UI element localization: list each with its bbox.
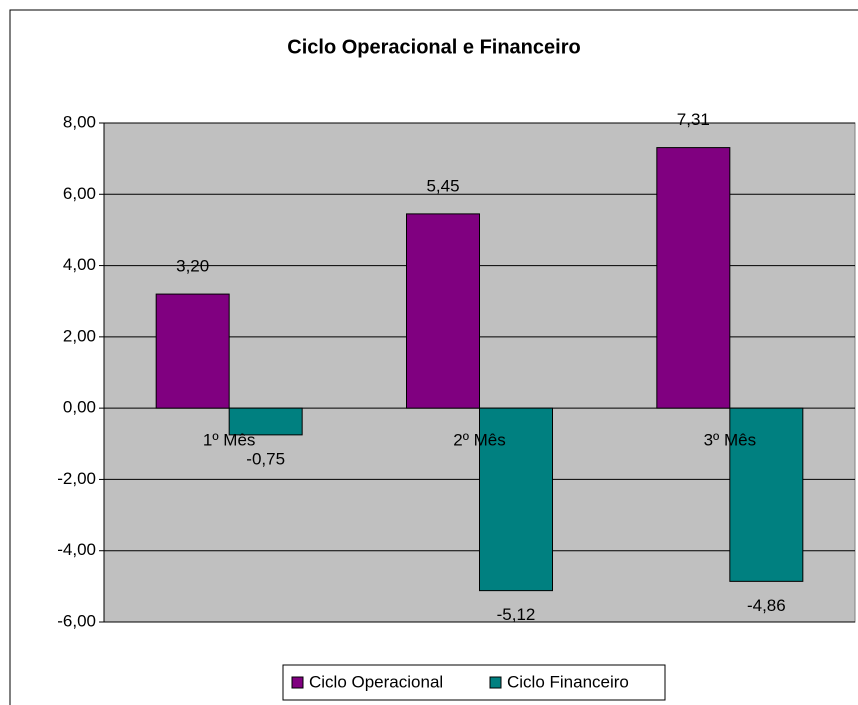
data-label: 7,31 xyxy=(677,110,710,129)
bar xyxy=(155,293,230,409)
bar xyxy=(729,407,804,582)
bar xyxy=(479,407,553,592)
data-label: -4,86 xyxy=(747,596,786,615)
x-tick-label: 2º Mês xyxy=(453,431,506,450)
chart-border xyxy=(9,9,858,705)
y-tick-label: 4,00 xyxy=(63,255,96,274)
y-tick-label: 8,00 xyxy=(63,112,96,131)
bar xyxy=(228,407,303,436)
legend xyxy=(282,664,666,701)
y-tick-label: 2,00 xyxy=(63,326,96,345)
bar xyxy=(406,213,480,409)
x-tick-label: 1º Mês xyxy=(203,431,256,450)
bar xyxy=(656,147,731,409)
y-tick-label: 6,00 xyxy=(63,184,96,203)
data-label: -0,75 xyxy=(246,449,285,468)
y-tick-label: -6,00 xyxy=(57,611,96,630)
y-tick-label: -4,00 xyxy=(57,540,96,559)
y-tick-label: -2,00 xyxy=(57,469,96,488)
x-tick-label: 3º Mês xyxy=(704,431,757,450)
legend-label: Ciclo Financeiro xyxy=(507,672,629,691)
y-tick-label: 0,00 xyxy=(63,398,96,417)
legend-swatch xyxy=(489,676,502,689)
data-label: 3,20 xyxy=(176,257,209,276)
legend-label: Ciclo Operacional xyxy=(309,672,443,691)
legend-swatch xyxy=(291,676,304,689)
data-label: -5,12 xyxy=(497,605,536,624)
data-label: 5,45 xyxy=(426,176,459,195)
chart-title: Ciclo Operacional e Financeiro xyxy=(287,36,580,58)
